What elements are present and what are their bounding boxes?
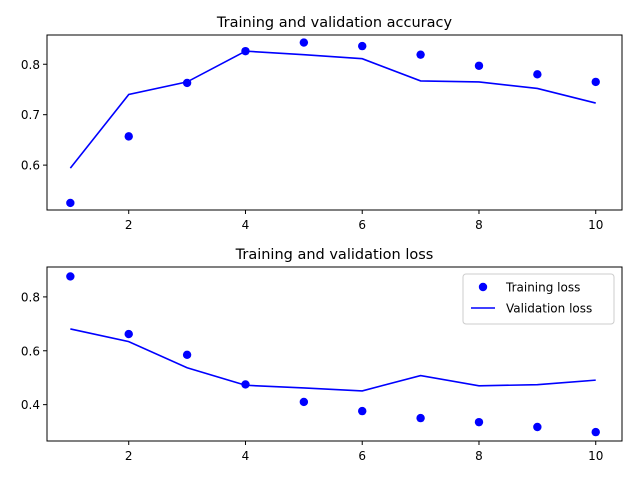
training-point — [474, 61, 484, 70]
chart-panel-2: Training and validation loss 2 4 6 8 10 0.4 0.6… — [21, 247, 623, 463]
training-point — [299, 38, 309, 47]
legend: Training loss Validation loss — [462, 273, 615, 325]
y-tick-label: 0.8 — [21, 290, 40, 304]
y-tick-label: 0.6 — [21, 344, 40, 358]
training-point — [416, 50, 425, 59]
y-tick-label: 0.6 — [21, 159, 40, 173]
training-point — [533, 422, 542, 432]
training-point — [591, 77, 600, 87]
training-point — [66, 198, 75, 208]
chart-title: Training and validation loss — [235, 247, 434, 263]
legend-marker-training — [478, 282, 488, 292]
x-tick-label: 8 — [475, 218, 483, 232]
training-point — [66, 272, 75, 281]
training-point — [124, 329, 133, 339]
training-point — [416, 413, 425, 423]
chart-panel-1: Training and validation accuracy 2 4 6 8 10 0.… — [21, 15, 623, 232]
training-point — [124, 132, 133, 141]
training-point — [591, 427, 600, 437]
x-tick-label: 6 — [358, 449, 366, 463]
training-point — [358, 41, 367, 51]
legend-label: Validation loss — [506, 302, 592, 316]
x-tick-label: 2 — [125, 218, 133, 232]
validation-line — [69, 50, 596, 169]
y-tick-label: 0.7 — [21, 108, 40, 122]
axes-frame — [46, 266, 623, 442]
y-tick-label: 0.4 — [21, 398, 40, 412]
training-point — [299, 397, 309, 407]
x-tick-label: 10 — [588, 449, 603, 463]
x-tick-label: 10 — [588, 218, 603, 232]
x-tick-label: 4 — [242, 218, 250, 232]
legend-label: Training loss — [505, 281, 580, 295]
axes-frame — [46, 34, 623, 211]
x-tick-label: 2 — [125, 449, 133, 463]
x-tick-label: 8 — [475, 449, 483, 463]
training-point — [533, 70, 542, 79]
legend-box — [462, 273, 615, 325]
training-point — [358, 406, 367, 416]
validation-line — [70, 328, 596, 392]
x-tick-label: 4 — [242, 449, 250, 463]
chart-title: Training and validation accuracy — [216, 15, 453, 31]
training-point — [474, 417, 484, 427]
training-point — [182, 350, 192, 360]
x-tick-label: 6 — [358, 218, 366, 232]
y-tick-label: 0.8 — [21, 58, 40, 72]
